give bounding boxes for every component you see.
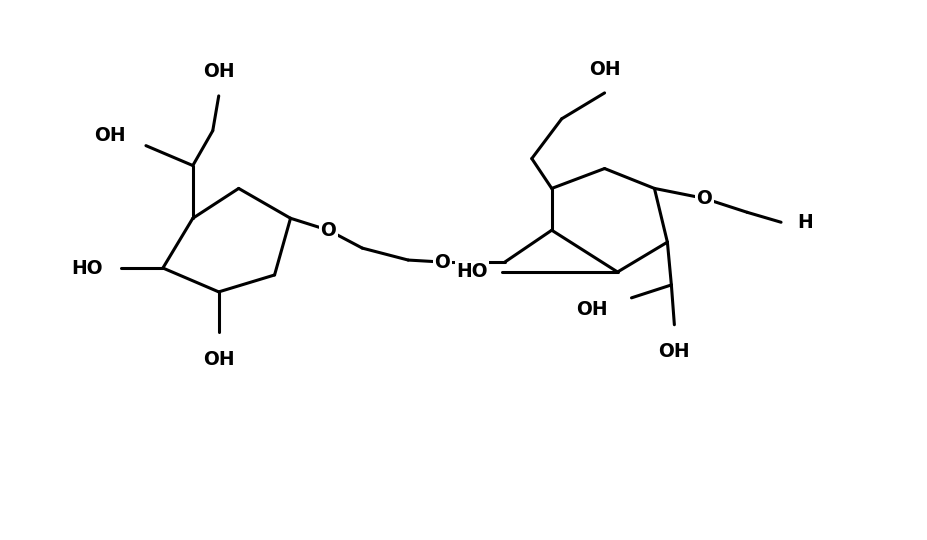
- Text: OH: OH: [576, 300, 607, 319]
- Text: OH: OH: [658, 342, 690, 361]
- Text: O: O: [320, 221, 336, 240]
- Text: OH: OH: [588, 60, 620, 79]
- Text: O: O: [434, 253, 450, 272]
- Text: HO: HO: [71, 259, 103, 278]
- Text: OH: OH: [203, 62, 235, 81]
- Text: HO: HO: [456, 262, 488, 281]
- Text: O: O: [695, 189, 711, 208]
- Text: H: H: [796, 213, 812, 232]
- Text: OH: OH: [203, 349, 235, 369]
- Text: OH: OH: [95, 126, 126, 145]
